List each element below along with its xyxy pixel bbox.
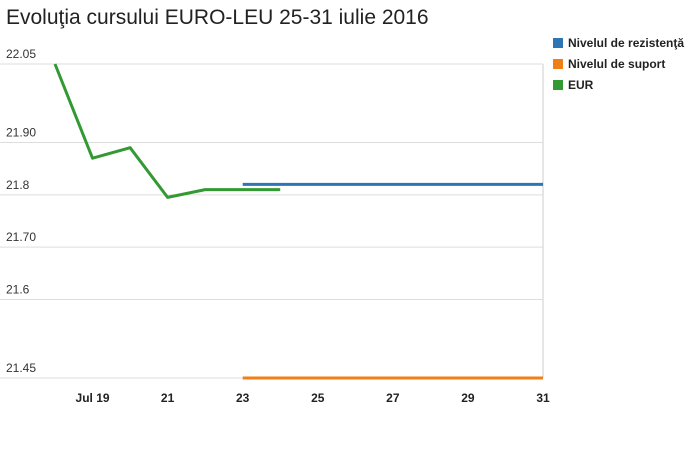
legend-swatch bbox=[553, 58, 563, 69]
x-tick-label: Jul 19 bbox=[76, 391, 110, 405]
legend-item[interactable]: EUR bbox=[553, 76, 684, 93]
chart-title: Evoluţia cursului EURO-LEU 25-31 iulie 2… bbox=[6, 6, 429, 29]
legend-item[interactable]: Nivelul de suport bbox=[553, 55, 684, 72]
x-tick-label: 21 bbox=[161, 391, 175, 405]
x-tick-label: 23 bbox=[236, 391, 250, 405]
y-tick-label: 21.90 bbox=[6, 126, 36, 140]
y-tick-label: 21.70 bbox=[6, 230, 36, 244]
series-line-2 bbox=[53, 63, 281, 199]
legend-label: Nivelul de rezistenţă bbox=[568, 35, 685, 50]
y-tick-label: 21.8 bbox=[6, 178, 30, 192]
x-tick-label: 31 bbox=[536, 391, 550, 405]
series-lines bbox=[53, 63, 543, 380]
legend-swatch bbox=[553, 37, 563, 48]
x-axis-ticks: Jul 19 21 23 25 27 29 31 bbox=[76, 391, 550, 405]
x-tick-label: 25 bbox=[311, 391, 325, 405]
legend-item[interactable]: Nivelul de rezistenţă bbox=[553, 34, 684, 51]
y-axis-ticks: 21.45 21.6 21.70 21.8 21.90 22.05 bbox=[6, 47, 36, 375]
x-tick-label: 29 bbox=[461, 391, 475, 405]
y-tick-label: 22.05 bbox=[6, 47, 36, 61]
legend-label: EUR bbox=[568, 77, 594, 92]
gridlines bbox=[0, 63, 544, 379]
legend-label: Nivelul de suport bbox=[568, 56, 666, 71]
y-tick-label: 21.45 bbox=[6, 361, 36, 375]
y-tick-label: 21.6 bbox=[6, 283, 30, 297]
legend: Nivelul de rezistenţă Nivelul de suport EU… bbox=[553, 34, 684, 97]
x-tick-label: 27 bbox=[386, 391, 400, 405]
legend-swatch bbox=[553, 79, 563, 90]
